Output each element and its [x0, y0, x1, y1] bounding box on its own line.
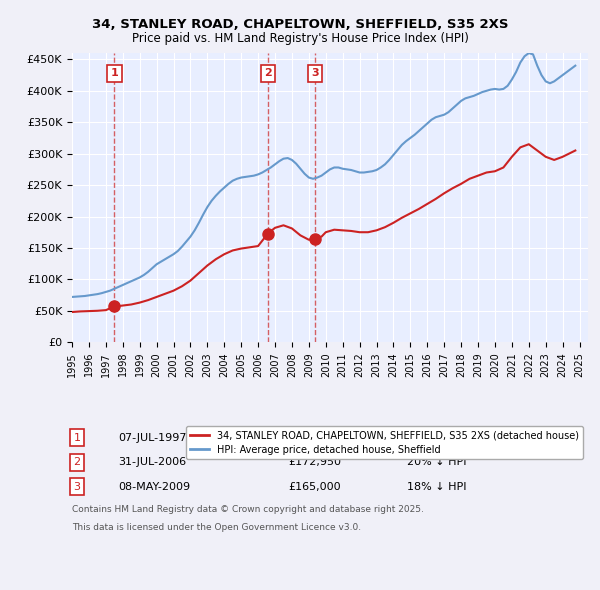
Text: 2: 2: [264, 68, 272, 78]
Text: £165,000: £165,000: [289, 482, 341, 491]
Legend: 34, STANLEY ROAD, CHAPELTOWN, SHEFFIELD, S35 2XS (detached house), HPI: Average : 34, STANLEY ROAD, CHAPELTOWN, SHEFFIELD,…: [186, 426, 583, 459]
Text: 1: 1: [74, 432, 80, 442]
Text: 3: 3: [74, 482, 80, 491]
Text: 2: 2: [74, 457, 81, 467]
Text: 34, STANLEY ROAD, CHAPELTOWN, SHEFFIELD, S35 2XS: 34, STANLEY ROAD, CHAPELTOWN, SHEFFIELD,…: [92, 18, 508, 31]
Text: Contains HM Land Registry data © Crown copyright and database right 2025.: Contains HM Land Registry data © Crown c…: [72, 506, 424, 514]
Text: Price paid vs. HM Land Registry's House Price Index (HPI): Price paid vs. HM Land Registry's House …: [131, 32, 469, 45]
Text: 18% ↓ HPI: 18% ↓ HPI: [407, 482, 467, 491]
Text: 27% ↓ HPI: 27% ↓ HPI: [407, 432, 467, 442]
Text: 31-JUL-2006: 31-JUL-2006: [118, 457, 187, 467]
Text: This data is licensed under the Open Government Licence v3.0.: This data is licensed under the Open Gov…: [72, 523, 361, 532]
Text: £57,000: £57,000: [289, 432, 334, 442]
Text: 3: 3: [311, 68, 319, 78]
Text: 20% ↓ HPI: 20% ↓ HPI: [407, 457, 467, 467]
Text: 07-JUL-1997: 07-JUL-1997: [118, 432, 187, 442]
Text: £172,950: £172,950: [289, 457, 342, 467]
Text: 1: 1: [110, 68, 118, 78]
Text: 08-MAY-2009: 08-MAY-2009: [118, 482, 191, 491]
